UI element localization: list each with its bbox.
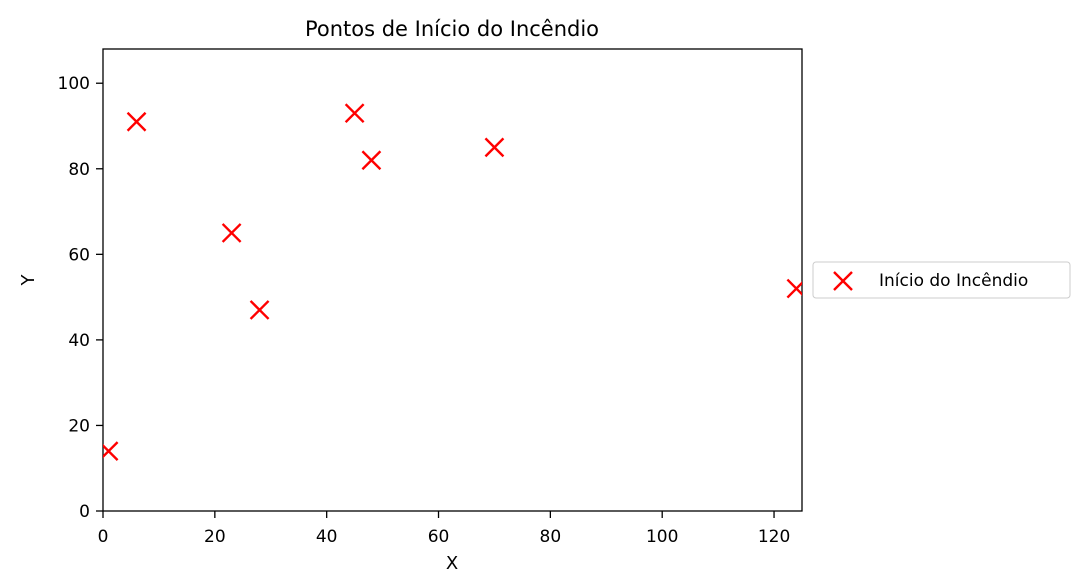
legend-label: Início do Incêndio (879, 271, 1028, 291)
x-tick-label: 0 (98, 527, 109, 547)
data-point-marker (103, 441, 119, 461)
x-tick-label: 100 (646, 527, 678, 547)
data-points (103, 103, 802, 461)
legend: Início do Incêndio (812, 261, 1071, 299)
x-axis-label: X (446, 553, 458, 574)
legend-marker-icon (833, 271, 853, 291)
plot-area (102, 48, 803, 512)
data-point-marker (361, 150, 382, 171)
data-point-marker (786, 278, 802, 299)
data-point-marker (221, 223, 242, 243)
y-tick-label: 20 (68, 416, 90, 436)
chart-title: Pontos de Início do Incêndio (305, 17, 599, 41)
x-tick-label: 80 (540, 527, 562, 547)
data-point-marker (249, 300, 270, 320)
x-tick-label: 40 (316, 527, 338, 547)
y-axis-ticks: 0 20 40 60 80 100 (58, 74, 103, 522)
y-tick-label: 60 (68, 245, 90, 265)
data-point-marker (344, 103, 365, 124)
x-tick-label: 120 (758, 527, 790, 547)
y-tick-label: 100 (58, 74, 90, 94)
x-axis-ticks: 0 20 40 60 80 100 120 (98, 511, 790, 547)
legend-box (812, 261, 1071, 299)
x-tick-label: 20 (204, 527, 226, 547)
data-point-marker (126, 111, 147, 132)
x-tick-label: 60 (428, 527, 450, 547)
y-tick-label: 0 (79, 502, 90, 522)
y-tick-label: 80 (68, 160, 90, 180)
y-tick-label: 40 (68, 331, 90, 351)
y-axis-label: Y (18, 274, 39, 287)
data-point-marker (484, 137, 505, 158)
